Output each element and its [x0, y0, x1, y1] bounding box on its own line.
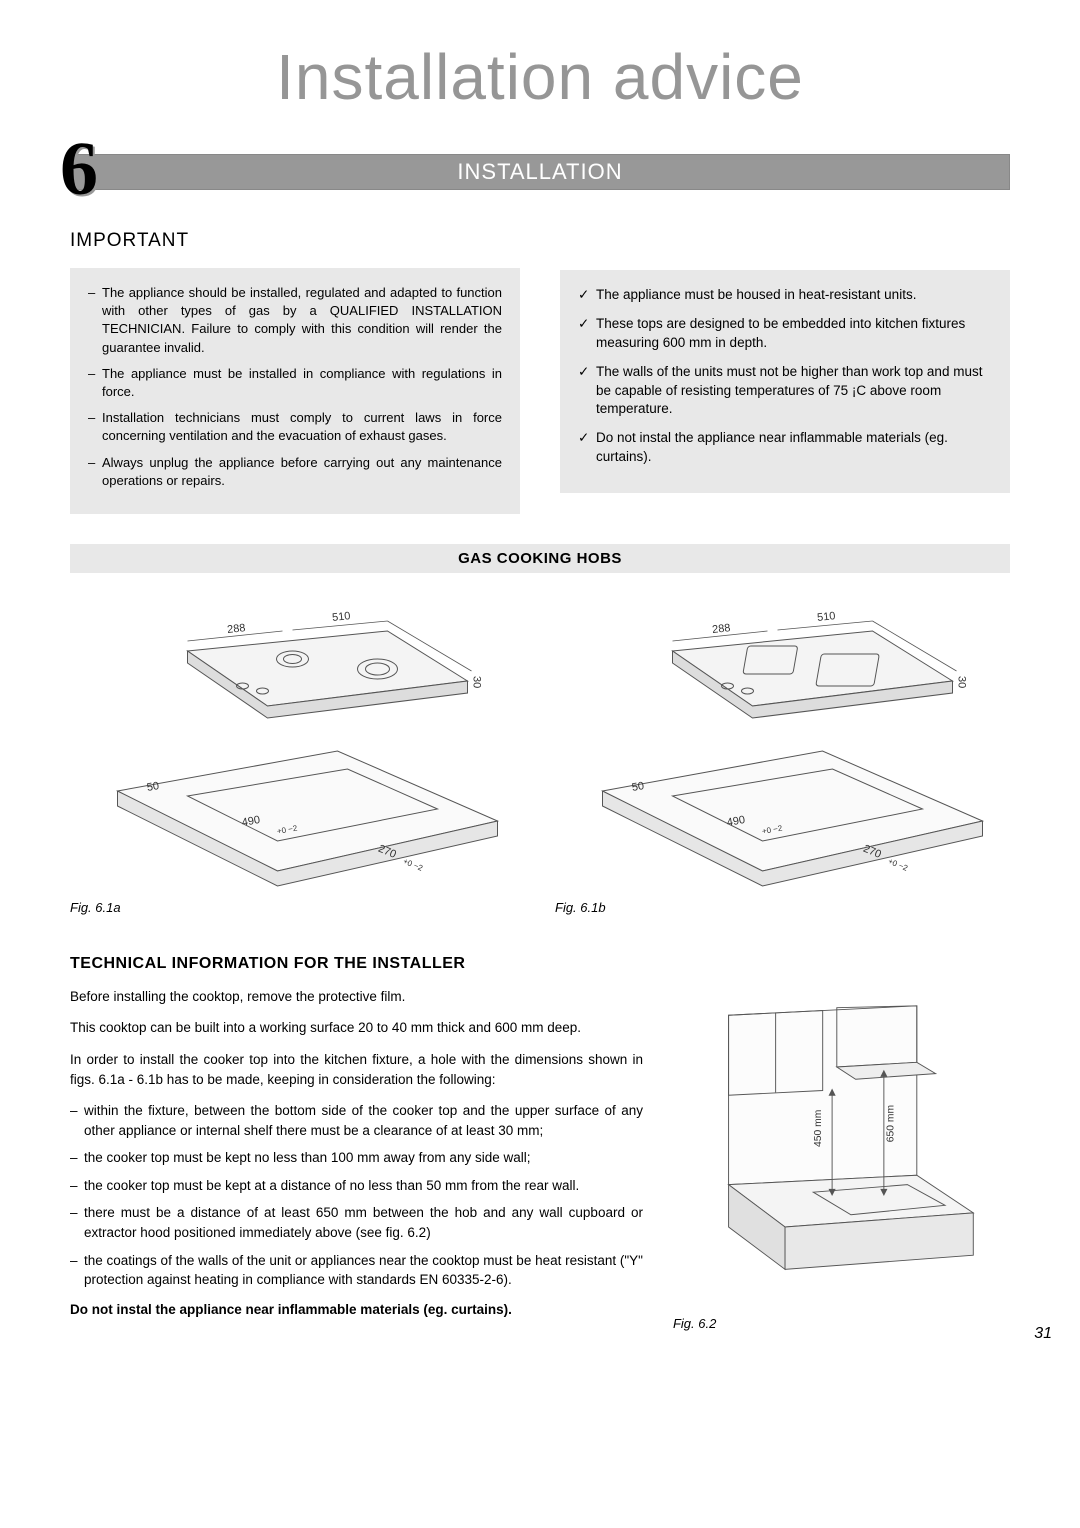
check-item: The appliance must be housed in heat-res… — [578, 286, 992, 305]
tech-heading: TECHNICAL INFORMATION FOR THE INSTALLER — [70, 955, 1010, 973]
figure-6-1a: 288 510 30 50 490 +0 −2 270 +0 −2 Fig. 6… — [70, 591, 525, 915]
section-heading: INSTALLATION — [70, 154, 1010, 190]
figure-caption: Fig. 6.2 — [673, 1316, 1010, 1331]
tech-bullet: the cooker top must be kept at a distanc… — [70, 1176, 643, 1196]
tech-paragraph: In order to install the cooker top into … — [70, 1050, 643, 1089]
important-item: Installation technicians must comply to … — [88, 409, 502, 445]
dim-label: 450 mm — [813, 1110, 824, 1147]
dim-label: +0 −2 — [402, 856, 425, 872]
dim-label: 288 — [712, 622, 732, 636]
tech-bullet: there must be a distance of at least 650… — [70, 1203, 643, 1242]
dim-label: 288 — [227, 622, 247, 636]
subsection-heading: GAS COOKING HOBS — [70, 544, 1010, 573]
important-item: The appliance should be installed, regul… — [88, 284, 502, 357]
dim-label: +0 −2 — [887, 856, 910, 872]
dim-label: 510 — [332, 610, 352, 624]
tech-paragraph: Before installing the cooktop, remove th… — [70, 987, 643, 1007]
figure-caption: Fig. 6.1b — [555, 900, 1010, 915]
dim-label: 50 — [146, 780, 160, 794]
important-heading: IMPORTANT — [70, 230, 520, 252]
important-item: The appliance must be installed in compl… — [88, 365, 502, 401]
dim-label: 650 mm — [885, 1105, 896, 1142]
dim-label: 50 — [631, 780, 645, 794]
important-item: Always unplug the appliance before carry… — [88, 454, 502, 490]
section-number: 6 — [60, 126, 98, 213]
important-box: The appliance should be installed, regul… — [70, 268, 520, 514]
page-number: 31 — [1034, 1325, 1052, 1343]
figure-caption: Fig. 6.1a — [70, 900, 525, 915]
tech-warning: Do not instal the appliance near inflamm… — [70, 1300, 643, 1320]
dim-label: 30 — [471, 676, 483, 688]
figure-6-2: 450 mm 650 mm Fig. 6.2 — [673, 987, 1010, 1331]
tech-body: Before installing the cooktop, remove th… — [70, 987, 643, 1331]
check-item: Do not instal the appliance near inflamm… — [578, 429, 992, 467]
tech-bullet: the cooker top must be kept no less than… — [70, 1148, 643, 1168]
check-item: The walls of the units must not be highe… — [578, 363, 992, 420]
tech-bullet: within the fixture, between the bottom s… — [70, 1101, 643, 1140]
tech-paragraph: This cooktop can be built into a working… — [70, 1018, 643, 1038]
checks-box: The appliance must be housed in heat-res… — [560, 270, 1010, 493]
tech-bullet: the coatings of the walls of the unit or… — [70, 1251, 643, 1290]
dim-label: 510 — [817, 610, 837, 624]
dim-label: 30 — [956, 676, 968, 688]
section-header: 6 INSTALLATION — [70, 154, 1010, 190]
check-item: These tops are designed to be embedded i… — [578, 315, 992, 353]
page-title: Installation advice — [70, 40, 1010, 114]
figure-6-1b: 288 510 30 50 490 +0 −2 270 +0 −2 Fig. 6… — [555, 591, 1010, 915]
